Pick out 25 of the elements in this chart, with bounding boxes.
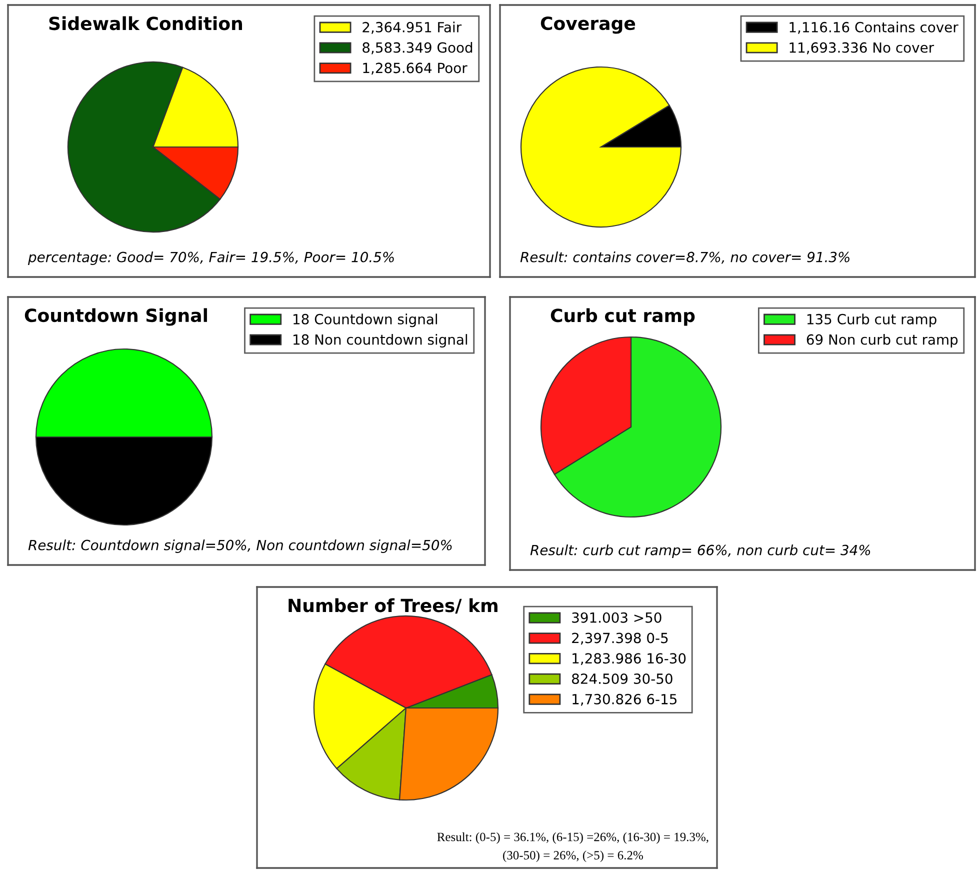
pie-slice (520, 66, 682, 228)
legend-label: 391.003 >50 (572, 612, 662, 623)
text: percentage: Good= 70%, Fair= 19.5%, Poor= 10.5% (28, 252, 394, 265)
text: Result: Countdown signal=50%, Non countdown signal=50% (28, 540, 452, 553)
legend-label: 69 Non curb cut ramp (806, 334, 958, 348)
chart-title: Coverage (540, 16, 636, 34)
legend-label: 1,283.986 16-30 (572, 653, 686, 666)
chart-title: Countdown Signal (24, 308, 207, 326)
legend-label: 11,693.336 No cover (790, 42, 934, 54)
text: Result: curb cut ramp= 66%, non curb cut= 34% (530, 544, 870, 558)
legend-label: 1,285.664 Poor (363, 62, 468, 75)
legend-label: 135 Curb cut ramp (807, 314, 936, 328)
text: Result: contains cover=8.7%, no cover= 91.3% (520, 252, 850, 264)
chart-title: Curb cut ramp (550, 308, 695, 326)
legend-label: 2,397.398 0-5 (572, 632, 668, 645)
legend-label: 18 Non countdown signal (294, 334, 468, 348)
legend-label: 18 Countdown signal (294, 314, 437, 328)
legend-label: 8,583.349 Good (362, 42, 472, 54)
chart-title: Number of Trees/ km (288, 598, 498, 614)
legend-label: 2,364.951 Fair (362, 22, 462, 34)
text: Result: (0-5) = 36.1%, (6-15) =26%, (16-30) = 19.3%, (30-50) = 26%, (>5) = 6.2% (437, 832, 708, 862)
legend-label: 1,730.826 6-15 (572, 694, 676, 706)
legend-label: 824.509 30-50 (572, 674, 672, 684)
legend-label: 1,116.16 Contains cover (790, 22, 958, 34)
chart-title: Sidewalk Condition (49, 16, 242, 30)
